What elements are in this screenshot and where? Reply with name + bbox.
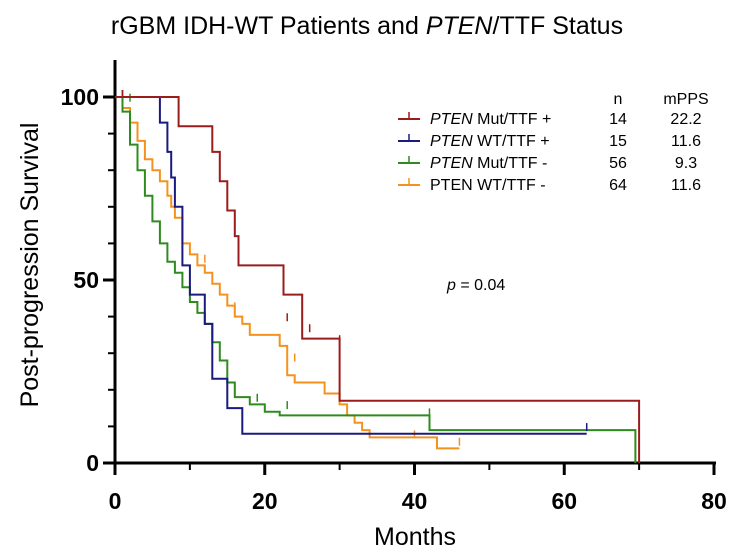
y-tick-label: 100 xyxy=(61,84,99,110)
legend-header-median: mPPS xyxy=(663,91,708,108)
legend-median-value: 11.6 xyxy=(671,133,701,150)
survival-curve xyxy=(115,96,641,463)
y-axis-label: Post-progression Survival xyxy=(16,123,44,408)
survival-curve xyxy=(115,96,637,463)
axes: 0 50 100 0 20 40 60 80 xyxy=(61,60,727,514)
legend-median-value: 9.3 xyxy=(675,155,697,172)
legend-n-value: 56 xyxy=(609,155,627,172)
legend-median-value: 22.2 xyxy=(670,111,701,128)
x-tick-label: 80 xyxy=(701,488,727,514)
legend-n-value: 64 xyxy=(609,177,627,194)
x-tick-label: 40 xyxy=(402,488,428,514)
legend-series-name: PTEN WT/TTF + xyxy=(430,133,550,150)
survival-curve xyxy=(115,96,587,435)
legend-series-name: PTEN Mut/TTF + xyxy=(430,111,551,128)
legend-median-value: 11.6 xyxy=(671,177,701,194)
x-tick-label: 60 xyxy=(551,488,577,514)
legend-n-value: 14 xyxy=(609,111,627,128)
legend-n-value: 15 xyxy=(609,133,627,150)
x-tick-label: 20 xyxy=(252,488,278,514)
legend-series-name: PTEN Mut/TTF - xyxy=(430,155,547,172)
x-tick-label: 0 xyxy=(109,488,122,514)
p-value-annotation: p = 0.04 xyxy=(446,277,505,294)
series-layer xyxy=(115,90,641,463)
legend-header-n: n xyxy=(614,91,623,108)
x-axis-label: Months xyxy=(374,523,456,551)
chart-title: rGBM IDH-WT Patients and PTEN/TTF Status xyxy=(111,12,623,40)
survival-curve xyxy=(115,96,460,450)
legend: n mPPS PTEN Mut/TTF + 14 22.2 PTEN WT/TTF + 15… xyxy=(398,91,709,194)
y-tick-label: 50 xyxy=(73,267,99,293)
y-tick-label: 0 xyxy=(86,450,99,476)
legend-series-name: PTEN WT/TTF - xyxy=(430,177,546,194)
